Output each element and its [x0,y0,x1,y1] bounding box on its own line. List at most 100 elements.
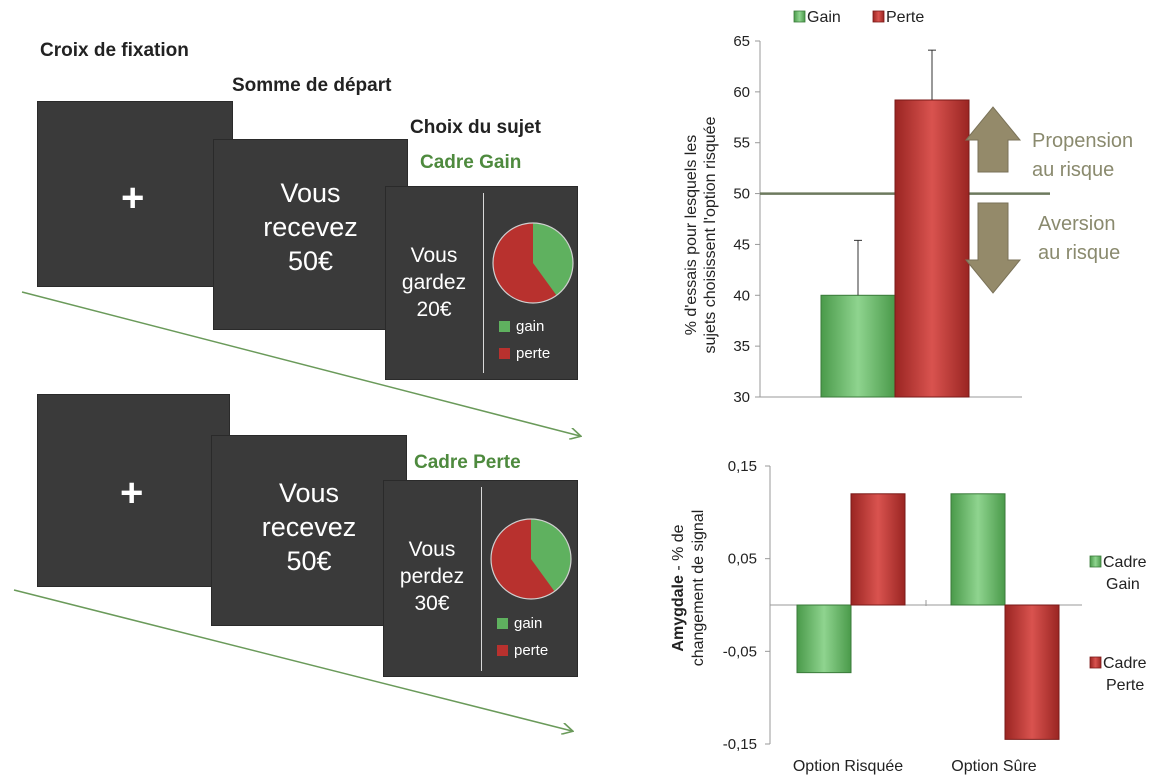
choice-line1: Vous [410,244,458,267]
y-axis-label-line1: Amygdale - % de [670,524,687,651]
bar-perte [894,99,970,398]
fixation-screen-loss: + [37,394,230,587]
label-gain-frame: Cadre Gain [420,152,522,173]
chart2-bars [796,493,1060,740]
legend-perte-item: perte [499,345,550,362]
y-axis-label-line1: % d'essais pour lesquels les [683,135,700,336]
y-tick-label: 60 [733,84,750,101]
arrow-down-risk-aversion [964,202,1022,294]
start-text-loss: Vous recevez 50€ [212,476,406,578]
label-subject-choice: Choix du sujet [410,117,541,138]
choice-screen-gain: Vous gardez 20€ gain perte [385,186,578,380]
choice-divider [481,487,482,671]
timeline-arrow-gain [21,291,580,436]
start-line1: Vous [278,478,340,508]
y-tick-label: 45 [733,236,750,253]
chart2-y-ticks: 0,15 0,05 -0,05 -0,15 [723,458,770,753]
y-tick-label: 50 [733,186,750,203]
choice-divider [483,193,484,373]
y-axis-label-bold: Amygdale [670,575,687,652]
choice-line3: 30€ [414,592,450,615]
label-fixation-cross: Croix de fixation [40,40,189,61]
choice-line2: gardez [401,271,467,294]
choice-line3: 20€ [416,298,452,321]
chart1-legend: Gain Perte [793,9,924,26]
legend-gain-swatch [793,10,806,23]
annotation-propensity-line2: au risque [1032,159,1114,181]
y-tick-label: 65 [733,33,750,50]
annotation-propensity-line1: Propension [1032,130,1133,152]
y-tick-label: 55 [733,135,750,152]
annotation-aversion-line2: au risque [1038,242,1120,264]
legend-cadre-perte-line2: Perte [1106,677,1144,694]
start-line3: 50€ [287,246,334,276]
pie-outline [490,518,572,600]
legend-gain-item: gain [499,318,544,335]
chart1-y-ticks: 65 60 55 50 45 40 35 30 [733,33,760,406]
y-axis-label-rest: - % de [670,524,687,575]
legend-gain-label: Gain [807,9,841,26]
y-tick-label: 0,15 [728,458,757,475]
choice-screen-loss: Vous perdez 30€ gain perte [383,480,578,677]
legend-cadre-gain-line2: Gain [1106,576,1140,593]
label-loss-frame: Cadre Perte [414,452,521,473]
start-line2: recevez [263,212,358,242]
chart2-legend: Cadre Gain Cadre Perte [1089,554,1147,694]
legend-cadre-gain-swatch [1089,555,1102,568]
category-label-option-risquee: Option Risquée [793,758,903,775]
bar-cadre-gain-sure [950,493,1006,606]
fixation-screen-gain: + [37,101,233,287]
chart1-y-axis-label: % d'essais pour lesquels les sujets choi… [683,116,719,353]
legend-perte-swatch [872,10,885,23]
fixation-cross-symbol: + [120,471,144,515]
arrow-up-risk-propensity [964,106,1022,173]
bar-cadre-perte-risquee [850,493,906,606]
bar-gain [820,294,896,398]
legend-cadre-gain-line1: Cadre [1103,554,1147,571]
amygdala-signal-chart: Amygdale - % de changement de signal 0,1… [670,458,1147,775]
legend-gain-label: gain [514,615,543,632]
start-text-gain: Vous recevez 50€ [214,176,407,278]
start-line2: recevez [261,512,357,542]
chart1-bars [820,49,970,398]
pie-outline [492,222,574,304]
bar-cadre-perte-sure [1004,604,1060,740]
category-label-option-sure: Option Sûre [951,758,1036,775]
legend-perte-label: perte [514,642,549,659]
timeline-arrows [13,291,600,782]
legend-gain-label: gain [516,318,545,335]
start-line1: Vous [280,178,341,208]
legend-perte-swatch [497,645,508,656]
pie-chart-loss [490,518,572,600]
y-axis-label-line2: sujets choisissent l'option risquée [702,116,719,353]
legend-perte-label: Perte [886,9,924,26]
annotation-arrows [964,106,1022,294]
timeline-arrow-loss [13,589,572,731]
fixation-cross-symbol: + [121,176,145,220]
bar-cadre-gain-risquee [796,604,852,674]
start-line3: 50€ [286,546,332,576]
label-starting-sum: Somme de départ [232,75,392,96]
legend-perte-swatch [499,348,510,359]
choice-text-gain: Vous gardez 20€ [390,242,478,323]
legend-cadre-perte-line1: Cadre [1103,655,1147,672]
y-tick-label: 35 [733,338,750,355]
legend-cadre-perte-swatch [1089,656,1102,669]
legend-gain-swatch [499,321,510,332]
start-screen-gain: Vous recevez 50€ [213,139,408,330]
pie-slice-gain [533,223,573,296]
y-tick-label: 40 [733,287,750,304]
y-tick-label: 0,05 [728,551,757,568]
start-screen-loss: Vous recevez 50€ [211,435,407,626]
chart2-y-axis-label: Amygdale - % de changement de signal [670,510,707,667]
y-tick-label: -0,05 [723,643,757,660]
choice-line2: perdez [399,565,465,588]
pie-chart-gain [492,222,574,304]
choice-text-loss: Vous perdez 30€ [388,536,476,617]
legend-gain-item: gain [497,615,542,632]
risk-choice-chart: Gain Perte % d'essais pour lesquels les … [683,9,1133,406]
pie-slice-gain [531,519,571,592]
legend-perte-label: perte [516,345,551,362]
y-axis-label-line2: changement de signal [690,510,707,667]
y-tick-label: -0,15 [723,736,757,753]
